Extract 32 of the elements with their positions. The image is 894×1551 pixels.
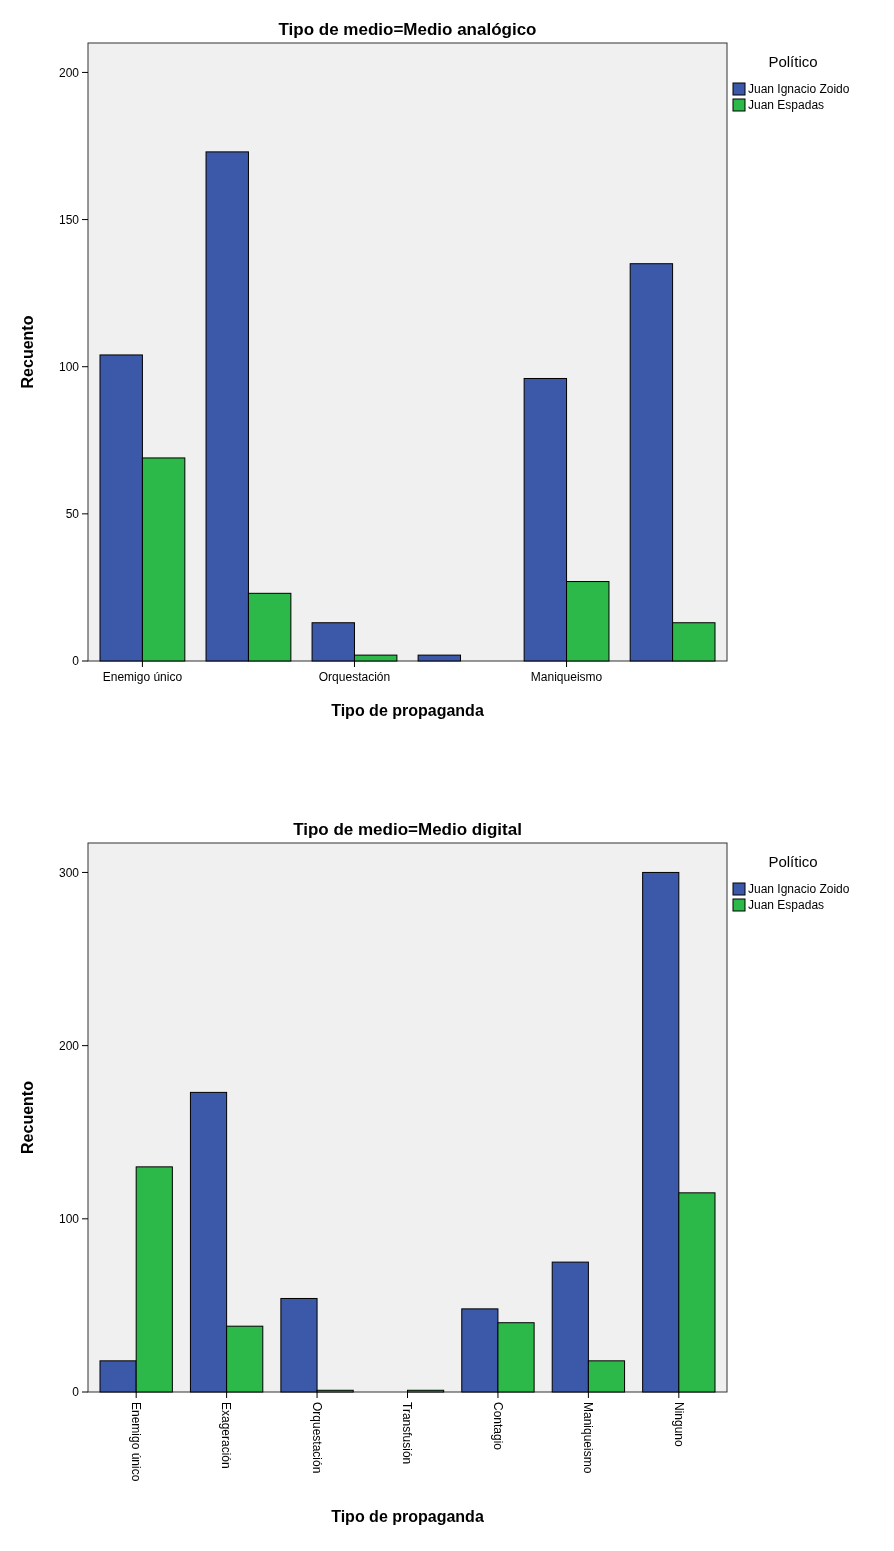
y-tick-label: 200 (58, 65, 80, 80)
x-tick-label: Orquestación (309, 1402, 324, 1474)
x-tick-label: Enemigo único (102, 670, 183, 684)
x-tick-label: Ninguno (671, 1402, 686, 1448)
chart-title: Tipo de medio=Medio analógico (278, 20, 537, 39)
chart-title: Tipo de medio=Medio digital (293, 820, 522, 839)
y-tick-label: 0 (72, 654, 80, 669)
bar (417, 654, 462, 662)
legend-label: Juan Ignacio Zoido (748, 82, 850, 97)
x-tick-label: Contagio (490, 1402, 505, 1451)
legend-label: Juan Espadas (748, 898, 825, 913)
y-tick-label: 150 (58, 212, 80, 227)
legend-label: Juan Espadas (748, 98, 825, 113)
x-tick-label: Enemigo único (128, 1402, 143, 1482)
x-axis-title: Tipo de propaganda (331, 1508, 484, 1525)
x-tick-label: Exageración (219, 1402, 234, 1469)
y-tick-label: 100 (58, 359, 80, 374)
legend-title: Político (768, 53, 818, 70)
y-tick-label: 0 (72, 1385, 80, 1400)
legend-label: Juan Ignacio Zoido (748, 882, 850, 897)
y-tick-label: 100 (58, 1212, 80, 1227)
x-tick-label: Orquestación (318, 670, 391, 684)
y-axis-title: Recuento (19, 1080, 36, 1154)
x-tick-label: Transfusión (400, 1402, 415, 1465)
y-axis-title: Recuento (19, 315, 36, 389)
x-axis-title: Tipo de propaganda (331, 702, 484, 719)
y-tick-label: 200 (58, 1038, 80, 1053)
y-tick-label: 50 (65, 507, 80, 522)
y-tick-label: 300 (58, 865, 80, 880)
x-tick-label: Maniqueismo (530, 670, 603, 684)
legend-title: Político (768, 853, 818, 870)
x-tick-label: Maniqueismo (581, 1402, 596, 1474)
